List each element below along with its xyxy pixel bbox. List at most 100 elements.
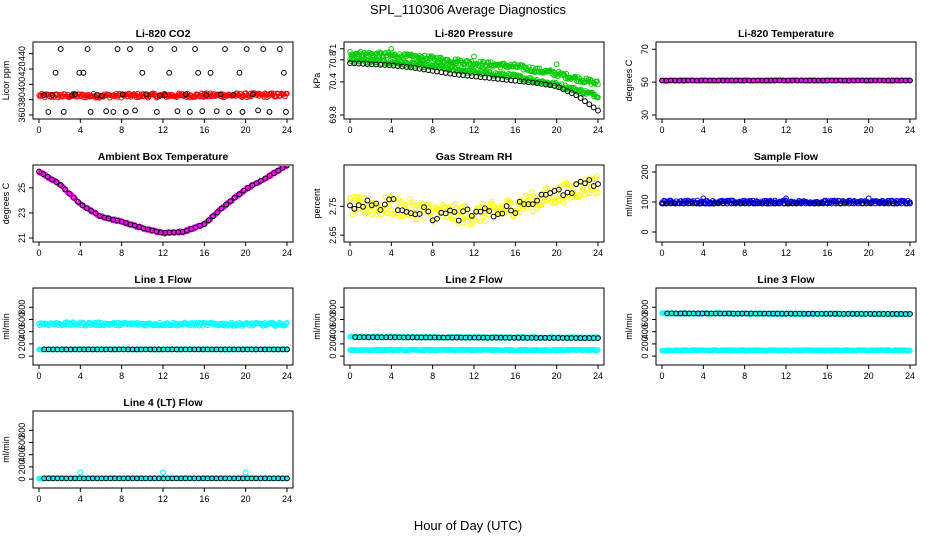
data-point bbox=[408, 333, 414, 340]
y-tick-label: 400 bbox=[17, 447, 27, 462]
average-point bbox=[586, 177, 593, 183]
y-tick-label: 440 bbox=[17, 46, 27, 61]
average-point bbox=[253, 180, 260, 187]
data-point bbox=[217, 91, 224, 98]
data-point bbox=[69, 92, 75, 98]
average-point bbox=[373, 200, 380, 207]
y-tick-label: 25 bbox=[17, 183, 27, 193]
panel-line2: Line 2 Flow ml/min 0 4 8 12 16 20 24 0 20040060080… bbox=[312, 274, 605, 381]
average-point bbox=[421, 204, 427, 211]
x-tick-label: 20 bbox=[552, 125, 562, 135]
x-tick-label: 20 bbox=[241, 248, 251, 258]
x-tick-label: 16 bbox=[822, 125, 832, 135]
x-tick-label: 0 bbox=[36, 494, 41, 504]
average-point bbox=[351, 205, 358, 212]
panel-pressure: Li-820 Pressure kPa 0 4 8 12 16 20 24 69.8 70.4 70.… bbox=[312, 28, 605, 135]
average-point bbox=[57, 182, 64, 189]
data-point bbox=[351, 193, 357, 200]
x-tick-label: 24 bbox=[593, 371, 603, 381]
x-tick-label: 0 bbox=[659, 125, 664, 135]
data-point bbox=[585, 179, 592, 186]
series-group bbox=[347, 173, 601, 228]
x-tick-label: 4 bbox=[78, 371, 83, 381]
average-point bbox=[223, 201, 229, 208]
average-point bbox=[595, 335, 601, 342]
data-point bbox=[207, 69, 214, 76]
data-point bbox=[152, 322, 158, 328]
data-point bbox=[485, 207, 491, 213]
x-tick-label: 0 bbox=[659, 248, 664, 258]
average-point bbox=[275, 167, 282, 174]
data-point bbox=[544, 185, 550, 192]
average-point bbox=[516, 198, 523, 205]
y-tick-label: 800 bbox=[17, 423, 27, 438]
y-axis-label: Licor ppm bbox=[1, 61, 11, 101]
average-point bbox=[88, 207, 95, 214]
y-tick-label: 600 bbox=[17, 312, 27, 327]
data-point bbox=[243, 46, 250, 52]
data-point bbox=[147, 46, 154, 52]
y-tick-label: 600 bbox=[17, 435, 27, 450]
y-tick-label: 0 bbox=[640, 354, 650, 359]
x-tick-label: 4 bbox=[389, 248, 394, 258]
data-point bbox=[865, 195, 872, 202]
panel-title: Sample Flow bbox=[754, 151, 819, 163]
x-tick-label: 8 bbox=[119, 125, 124, 135]
y-tick-label: 50 bbox=[640, 77, 650, 87]
x-tick-label: 4 bbox=[78, 248, 83, 258]
data-point bbox=[447, 346, 454, 353]
average-point bbox=[271, 170, 277, 177]
y-tick-label: 69.8 bbox=[328, 106, 338, 124]
panel-line3: Line 3 Flow ml/min 0 4 8 12 16 20 24 0 20040060080… bbox=[624, 274, 917, 381]
y-tick-label: 30 bbox=[640, 110, 650, 120]
data-point bbox=[226, 109, 233, 115]
average-point bbox=[490, 213, 497, 220]
data-point bbox=[283, 166, 289, 170]
average-point bbox=[284, 346, 290, 353]
average-point bbox=[560, 192, 567, 199]
data-point bbox=[195, 69, 202, 76]
average-point bbox=[573, 92, 580, 99]
average-point bbox=[364, 197, 371, 204]
y-tick-label: 71 bbox=[328, 44, 338, 54]
data-point bbox=[410, 199, 416, 205]
panel-title: Line 1 Flow bbox=[134, 274, 192, 286]
average-point bbox=[218, 205, 225, 212]
x-tick-label: 16 bbox=[822, 371, 832, 381]
data-point bbox=[260, 46, 267, 52]
y-tick-label: 600 bbox=[640, 312, 650, 327]
data-point bbox=[439, 213, 445, 219]
average-point bbox=[595, 107, 601, 114]
x-tick-label: 8 bbox=[742, 125, 747, 135]
data-point bbox=[388, 206, 394, 213]
data-point bbox=[500, 204, 506, 211]
data-point bbox=[452, 201, 459, 207]
data-point bbox=[236, 69, 243, 76]
x-tick-label: 16 bbox=[510, 371, 520, 381]
x-tick-label: 8 bbox=[430, 248, 435, 258]
x-tick-label: 20 bbox=[241, 371, 251, 381]
average-point bbox=[284, 475, 290, 482]
x-tick-label: 0 bbox=[659, 371, 664, 381]
average-point bbox=[66, 190, 73, 197]
data-point bbox=[52, 69, 59, 76]
average-point bbox=[529, 201, 536, 208]
x-tick-label: 20 bbox=[241, 494, 251, 504]
data-point bbox=[590, 176, 596, 183]
data-point bbox=[103, 108, 110, 115]
data-point bbox=[907, 347, 913, 354]
data-point bbox=[550, 194, 556, 200]
x-tick-label: 20 bbox=[864, 371, 874, 381]
average-point bbox=[262, 175, 269, 182]
panel-title: Li-820 Temperature bbox=[738, 28, 834, 40]
y-tick-label: 800 bbox=[640, 300, 650, 315]
data-point bbox=[536, 65, 543, 71]
panel-title: Line 4 (LT) Flow bbox=[123, 397, 203, 409]
y-tick-label: 0 bbox=[17, 477, 27, 482]
average-point bbox=[486, 208, 493, 214]
average-point bbox=[279, 166, 286, 171]
average-point bbox=[240, 187, 247, 194]
x-tick-label: 4 bbox=[701, 371, 706, 381]
data-point bbox=[166, 69, 173, 76]
